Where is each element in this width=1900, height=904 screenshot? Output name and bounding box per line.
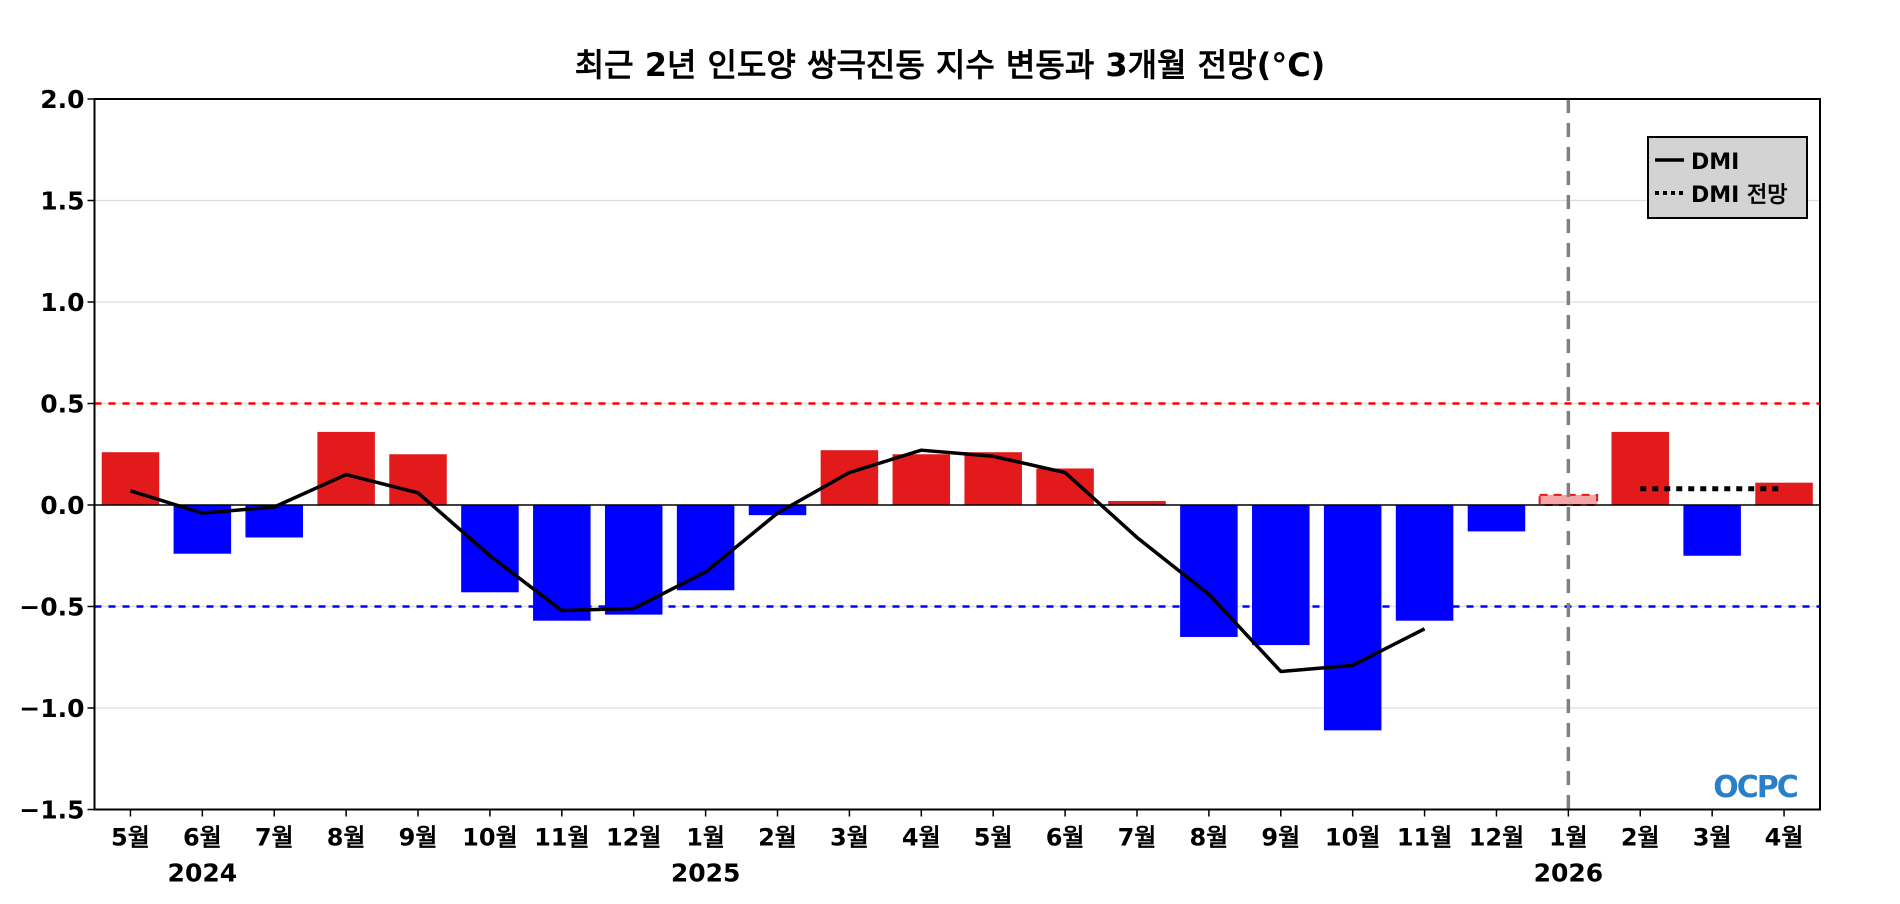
y-tick-label: −1.5 [19,796,84,825]
legend-label-dmi: DMI [1691,150,1739,175]
y-tick-label: 0.0 [40,491,84,520]
bar [820,450,879,505]
year-label: 2025 [671,859,741,888]
bar [245,505,303,538]
bar [317,431,375,505]
bar [1611,431,1670,505]
x-tick-label: 3월 [830,824,869,852]
y-tick-label: 1.5 [40,187,84,216]
x-tick-label: 10월 [1325,824,1380,852]
y-tick-label: 2.0 [40,85,84,114]
x-tick-label: 5월 [111,824,150,852]
chart-title: 최근 2년 인도양 쌍극진동 지수 변동과 3개월 전망(°C) [575,46,1326,84]
bar [1467,505,1526,532]
bar [1755,482,1813,505]
bar [748,505,807,516]
x-tick-label: 5월 [974,824,1013,852]
bar [1683,505,1741,556]
x-tick-label: 2월 [758,824,797,852]
series-line-0 [129,448,1426,674]
x-tick-label: 1월 [1549,824,1588,852]
year-label: 2024 [168,859,238,888]
x-tick-label: 10월 [462,824,517,852]
bar [1108,500,1166,505]
x-tick-label: 12월 [606,824,661,852]
x-tick-label: 8월 [1189,824,1228,852]
x-tick-label: 2월 [1621,824,1660,852]
legend-label-dmi-forecast: DMI 전망 [1691,183,1787,208]
x-tick-label: 3월 [1693,824,1732,852]
bar [461,505,519,593]
x-tick-label: 6월 [183,824,222,852]
x-tick-label: 4월 [902,824,941,852]
legend: DMI DMI 전망 [1647,136,1808,219]
y-tick-label: 1.0 [40,288,84,317]
bar [1323,505,1382,731]
x-tick-label: 7월 [1118,824,1157,852]
y-axis: 2.0 1.5 1.0 0.5 0.0 −0.5 −1.0 −1.5 [19,85,95,825]
bar [1252,505,1310,646]
x-tick-label: 11월 [1397,824,1452,852]
x-axis: 5월 6월 7월 8월 9월 10월 11월 12월 1월 2월 3월 4월 5월 6월 7월 8월 9월 10월… [111,809,1804,888]
x-tick-label: 9월 [399,824,438,852]
bar [676,505,735,591]
x-tick-label: 4월 [1765,824,1804,852]
logo-text: OCPC [1713,770,1798,805]
y-tick-label: −0.5 [19,593,84,622]
x-tick-label: 7월 [255,824,294,852]
x-tick-label: 6월 [1046,824,1085,852]
x-tick-label: 9월 [1261,824,1300,852]
x-tick-label: 12월 [1469,824,1524,852]
series-lines [129,448,1781,674]
x-tick-label: 11월 [534,824,589,852]
ocpc-logo: OCPC [1713,770,1800,805]
bar [1395,505,1454,621]
bar [389,454,447,505]
plot-frame [93,98,1821,811]
bar [604,505,663,615]
legend-box [1647,136,1808,219]
y-tick-label: −1.0 [19,694,84,723]
bar [533,505,591,621]
bar [892,454,951,505]
y-tick-label: 0.5 [40,390,84,419]
year-label: 2026 [1534,859,1604,888]
x-tick-label: 1월 [686,824,725,852]
x-tick-label: 8월 [327,824,366,852]
